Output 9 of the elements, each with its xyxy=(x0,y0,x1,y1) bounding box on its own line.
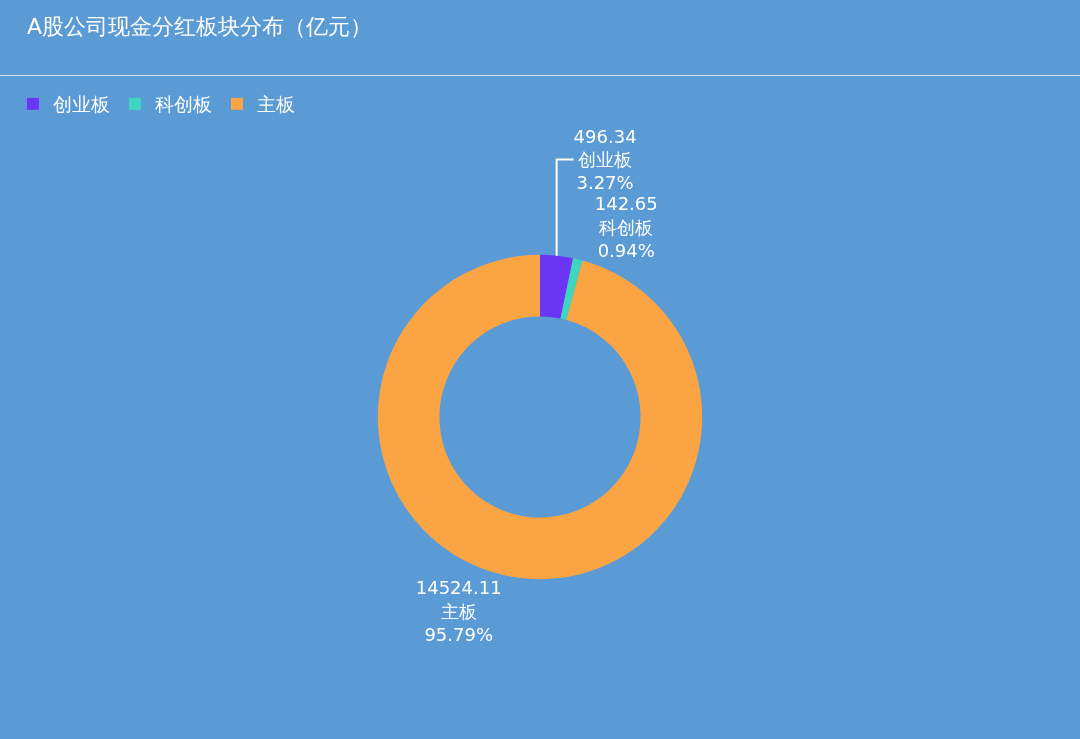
donut-slice xyxy=(560,258,583,320)
data-label: 14524.11 主板 95.79% xyxy=(415,577,502,645)
donut-slice xyxy=(540,254,574,319)
legend-label: 科创板 xyxy=(154,93,212,116)
chart-title: A股公司现金分红板块分布（亿元） xyxy=(27,13,373,39)
legend-label: 主板 xyxy=(256,93,295,116)
legend-label: 创业板 xyxy=(52,93,110,116)
data-label: 142.65 科创板 0.94% xyxy=(594,193,658,262)
data-label: 496.34 创业板 3.27% xyxy=(573,125,637,194)
